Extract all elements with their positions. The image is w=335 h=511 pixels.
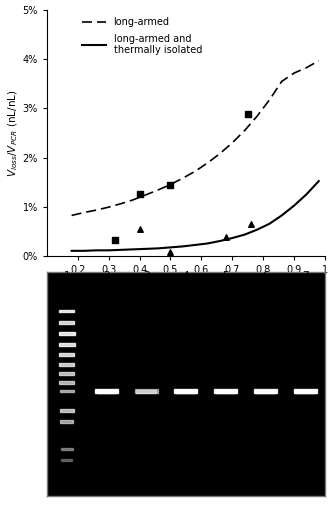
long-armed and
thermally isolated [255,227,259,233]
Point [223,233,229,241]
long-armed [292,70,296,76]
long-armed and
thermally isolated [218,238,222,244]
Line: long-armed and
thermally isolated: long-armed and thermally isolated [72,181,319,251]
long-armed and
thermally isolated [305,191,309,197]
Bar [59,321,74,323]
long-armed [243,127,247,133]
Bar [295,390,315,392]
Bar [59,310,74,312]
long-armed [82,210,86,216]
Bar [176,390,196,392]
Bar [61,459,72,461]
Bar [59,353,74,356]
long-armed [218,151,222,157]
long-armed [181,175,185,181]
Bar [255,390,275,392]
long-armed and
thermally isolated [280,213,284,219]
Bar [96,390,116,392]
Bar [293,389,317,393]
long-armed [144,192,148,198]
Point [137,190,142,198]
long-armed [107,204,111,210]
Point [245,110,250,119]
long-armed [206,160,210,166]
Bar [59,332,75,335]
Bar [61,448,73,450]
long-armed and
thermally isolated [156,245,160,251]
Text: 4: 4 [183,271,189,281]
Bar [59,343,75,346]
Point [168,248,173,256]
Text: 2: 2 [103,271,110,281]
long-armed [280,78,284,84]
Bar [60,409,73,412]
Point [248,220,254,228]
Point [112,236,118,244]
Point [168,180,173,189]
Line: long-armed: long-armed [72,61,319,216]
long-armed [131,197,135,203]
Bar [216,390,236,392]
Legend: long-armed, long-armed and
thermally isolated: long-armed, long-armed and thermally iso… [80,15,204,57]
long-armed and
thermally isolated [131,246,135,252]
long-armed and
thermally isolated [230,235,234,241]
Text: 1: 1 [63,271,70,281]
long-armed [267,97,271,103]
Bar [254,389,277,393]
Bar [175,389,197,393]
long-armed and
thermally isolated [181,243,185,249]
long-armed [94,207,98,213]
long-armed and
thermally isolated [317,178,321,184]
long-armed [230,140,234,146]
Bar [59,381,74,384]
Point [137,225,142,233]
Text: 7: 7 [302,271,309,281]
Bar [59,372,74,375]
long-armed [305,64,309,71]
long-armed and
thermally isolated [243,231,247,238]
Bar [135,389,158,393]
X-axis label: $(L-2x_0)/L$ (cm/cm): $(L-2x_0)/L$ (cm/cm) [135,279,237,292]
Bar [214,389,237,393]
Text: 3: 3 [143,271,149,281]
long-armed and
thermally isolated [94,247,98,253]
long-armed [255,113,259,120]
Bar [59,363,74,365]
long-armed and
thermally isolated [292,202,296,208]
long-armed and
thermally isolated [119,247,123,253]
long-armed and
thermally isolated [193,242,197,248]
Point [112,236,118,244]
long-armed and
thermally isolated [82,248,86,254]
Text: 6: 6 [262,271,269,281]
Bar [136,390,156,392]
Text: 5: 5 [222,271,229,281]
Text: (a): (a) [175,324,197,339]
long-armed [193,168,197,174]
Bar [95,389,118,393]
long-armed and
thermally isolated [144,246,148,252]
long-armed and
thermally isolated [267,221,271,227]
long-armed and
thermally isolated [70,248,74,254]
long-armed and
thermally isolated [206,240,210,246]
Bar [60,421,73,423]
Y-axis label: $V_{loss}/V_{PCR}$ (nL/nL): $V_{loss}/V_{PCR}$ (nL/nL) [6,89,20,177]
long-armed [317,58,321,64]
long-armed and
thermally isolated [169,244,173,250]
Bar [60,390,74,392]
long-armed [119,201,123,207]
long-armed [70,213,74,219]
long-armed [156,187,160,193]
long-armed and
thermally isolated [107,247,111,253]
long-armed [169,181,173,188]
